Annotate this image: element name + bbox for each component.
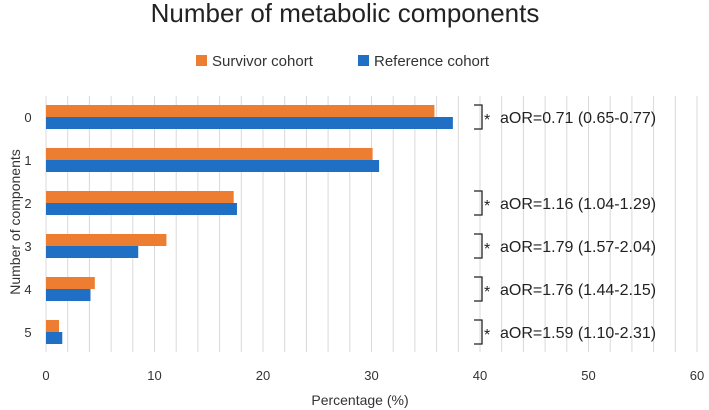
aor-annotation: aOR=1.59 (1.10-2.31) — [500, 325, 656, 342]
y-tick-label: 5 — [24, 325, 31, 340]
significance-marker: * — [484, 284, 490, 301]
x-tick-label: 50 — [581, 368, 595, 383]
annotations: * aOR=0.71 (0.65-0.77) * aOR=1.16 (1.04-1.2… — [474, 104, 656, 345]
significance-bracket — [474, 104, 483, 130]
legend-label-survivor: Survivor cohort — [212, 53, 314, 70]
x-tick-label: 60 — [690, 368, 704, 383]
significance-marker: * — [484, 241, 490, 258]
y-tick-label: 2 — [24, 196, 31, 211]
y-axis-ticks: 0 1 2 3 4 5 — [24, 110, 31, 340]
x-tick-label: 30 — [364, 368, 378, 383]
x-tick-label: 0 — [42, 368, 49, 383]
significance-bracket — [474, 190, 483, 216]
significance-marker: * — [484, 112, 490, 129]
legend: Survivor cohort Reference cohort — [196, 53, 490, 70]
aor-annotation: aOR=0.71 (0.65-0.77) — [500, 110, 656, 127]
x-axis-ticks: 0 10 20 30 40 50 60 — [42, 368, 704, 383]
bar-reference-3 — [46, 246, 139, 258]
bar-survivor-4 — [46, 277, 95, 289]
significance-bracket — [474, 319, 483, 345]
gridlines — [45, 96, 698, 352]
bar-reference-1 — [46, 160, 380, 172]
y-tick-label: 0 — [24, 110, 31, 125]
aor-annotation: aOR=1.16 (1.04-1.29) — [500, 196, 656, 213]
legend-label-reference: Reference cohort — [374, 53, 490, 70]
bar-reference-4 — [46, 289, 91, 301]
legend-swatch-reference — [358, 55, 369, 66]
y-tick-label: 4 — [24, 282, 31, 297]
y-tick-label: 1 — [24, 153, 31, 168]
significance-bracket — [474, 276, 483, 302]
y-axis-label: Number of components — [7, 149, 23, 295]
chart-title: Number of metabolic components — [151, 0, 540, 28]
x-tick-label: 40 — [473, 368, 487, 383]
y-tick-label: 3 — [24, 239, 31, 254]
aor-annotation: aOR=1.76 (1.44-2.15) — [500, 282, 656, 299]
x-axis-label: Percentage (%) — [311, 392, 408, 408]
x-tick-label: 20 — [256, 368, 270, 383]
x-tick-label: 10 — [147, 368, 161, 383]
bar-survivor-1 — [46, 148, 373, 160]
bar-reference-5 — [46, 332, 63, 344]
bar-survivor-0 — [46, 105, 435, 117]
bar-survivor-5 — [46, 320, 60, 332]
bar-reference-0 — [46, 117, 453, 129]
significance-marker: * — [484, 327, 490, 344]
bar-reference-2 — [46, 203, 237, 215]
legend-swatch-survivor — [196, 55, 207, 66]
significance-bracket — [474, 233, 483, 259]
bar-survivor-2 — [46, 191, 234, 203]
bar-survivor-3 — [46, 234, 167, 246]
aor-annotation: aOR=1.79 (1.57-2.04) — [500, 239, 656, 256]
bars — [46, 105, 453, 344]
significance-marker: * — [484, 198, 490, 215]
